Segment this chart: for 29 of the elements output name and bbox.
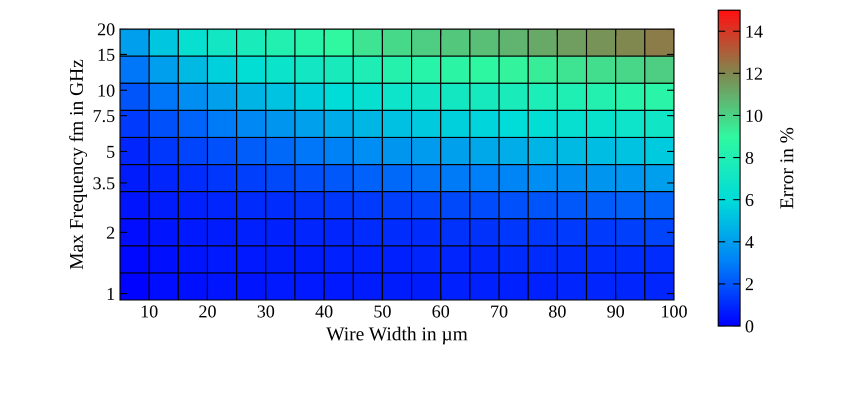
y-tick-label: 5 — [107, 146, 114, 158]
x-tick-label: 90 — [607, 305, 624, 318]
x-tick-label: 60 — [432, 305, 450, 318]
color-bar-label: 2 — [746, 278, 753, 290]
y-tick-label: 10 — [98, 84, 114, 97]
y-tick-label: 3.5 — [93, 177, 114, 190]
color-bar-label: 4 — [745, 236, 754, 248]
x-tick-label: 70 — [491, 305, 508, 318]
color-bar-label: 10 — [746, 110, 762, 122]
color-bar-label: 12 — [746, 68, 762, 80]
color-bar-title: Error in % — [780, 128, 794, 209]
color-bar-label: 0 — [746, 320, 754, 332]
x-axis-title: Wire Width in µm — [326, 326, 468, 344]
y-tick-label: 7.5 — [94, 110, 114, 122]
x-tick-label: 20 — [199, 305, 216, 318]
y-tick-label: 2 — [106, 226, 114, 239]
x-tick-label: 50 — [374, 305, 391, 318]
y-tick-label: 20 — [98, 23, 114, 36]
color-bar-label: 6 — [746, 194, 754, 206]
y-tick-label: 1 — [108, 288, 114, 300]
y-axis-title: Max Frequency fm in GHz — [69, 60, 88, 270]
x-tick-label: 40 — [315, 305, 332, 318]
y-tick-label: 15 — [98, 48, 114, 61]
x-tick-label: 10 — [142, 305, 158, 318]
color-bar-label: 14 — [746, 26, 763, 38]
x-tick-label: 30 — [258, 305, 274, 318]
x-tick-label: 100 — [662, 305, 687, 318]
color-bar-label: 8 — [746, 152, 754, 164]
x-tick-label: 80 — [549, 305, 566, 318]
